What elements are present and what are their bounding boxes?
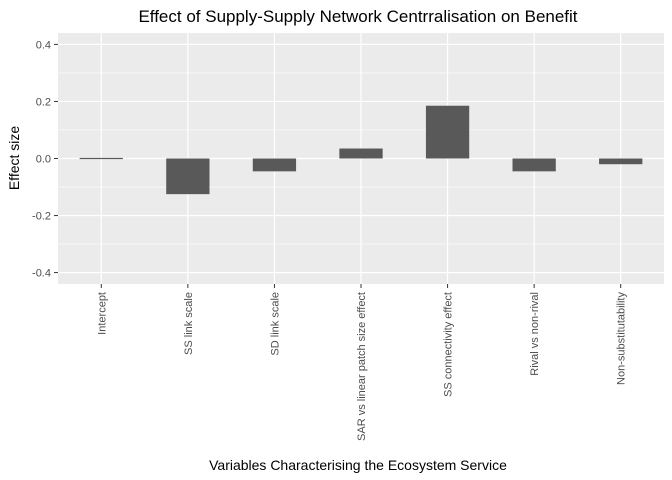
y-tick-label: 0.0 — [36, 154, 51, 166]
y-axis-title: Effect size — [6, 126, 22, 191]
x-tick-label: Intercept — [96, 292, 108, 335]
bar-1 — [79, 157, 123, 160]
y-tick-label: 0.4 — [36, 39, 51, 51]
y-tick-label: -0.4 — [32, 268, 51, 280]
x-tick-label: SAR vs linear patch size effect — [356, 292, 368, 441]
bar-3 — [252, 158, 297, 172]
y-axis: -0.4 -0.2 0.0 0.2 0.4 — [32, 39, 58, 280]
x-tick-label: Rival vs non-rival — [529, 292, 541, 376]
bar-2 — [166, 158, 210, 195]
bar-7 — [599, 158, 643, 165]
bar-6 — [512, 158, 556, 172]
x-axis: Intercept SS link scale SD link scale SAR v… — [96, 284, 628, 441]
bar-5 — [425, 105, 470, 159]
y-tick-label: 0.2 — [36, 96, 51, 108]
bars — [79, 105, 643, 195]
x-tick-label: SD link scale — [269, 292, 281, 356]
x-tick-label: SS link scale — [183, 292, 195, 355]
y-tick-label: -0.2 — [32, 211, 51, 223]
x-axis-title: Variables Characterising the Ecosystem S… — [209, 457, 507, 473]
x-tick-label: Non-substitutability — [616, 292, 628, 385]
bar-4 — [339, 148, 383, 159]
x-tick-label: SS connectivity effect — [443, 292, 455, 397]
chart-title: Effect of Supply-Supply Network Centrral… — [138, 7, 577, 26]
